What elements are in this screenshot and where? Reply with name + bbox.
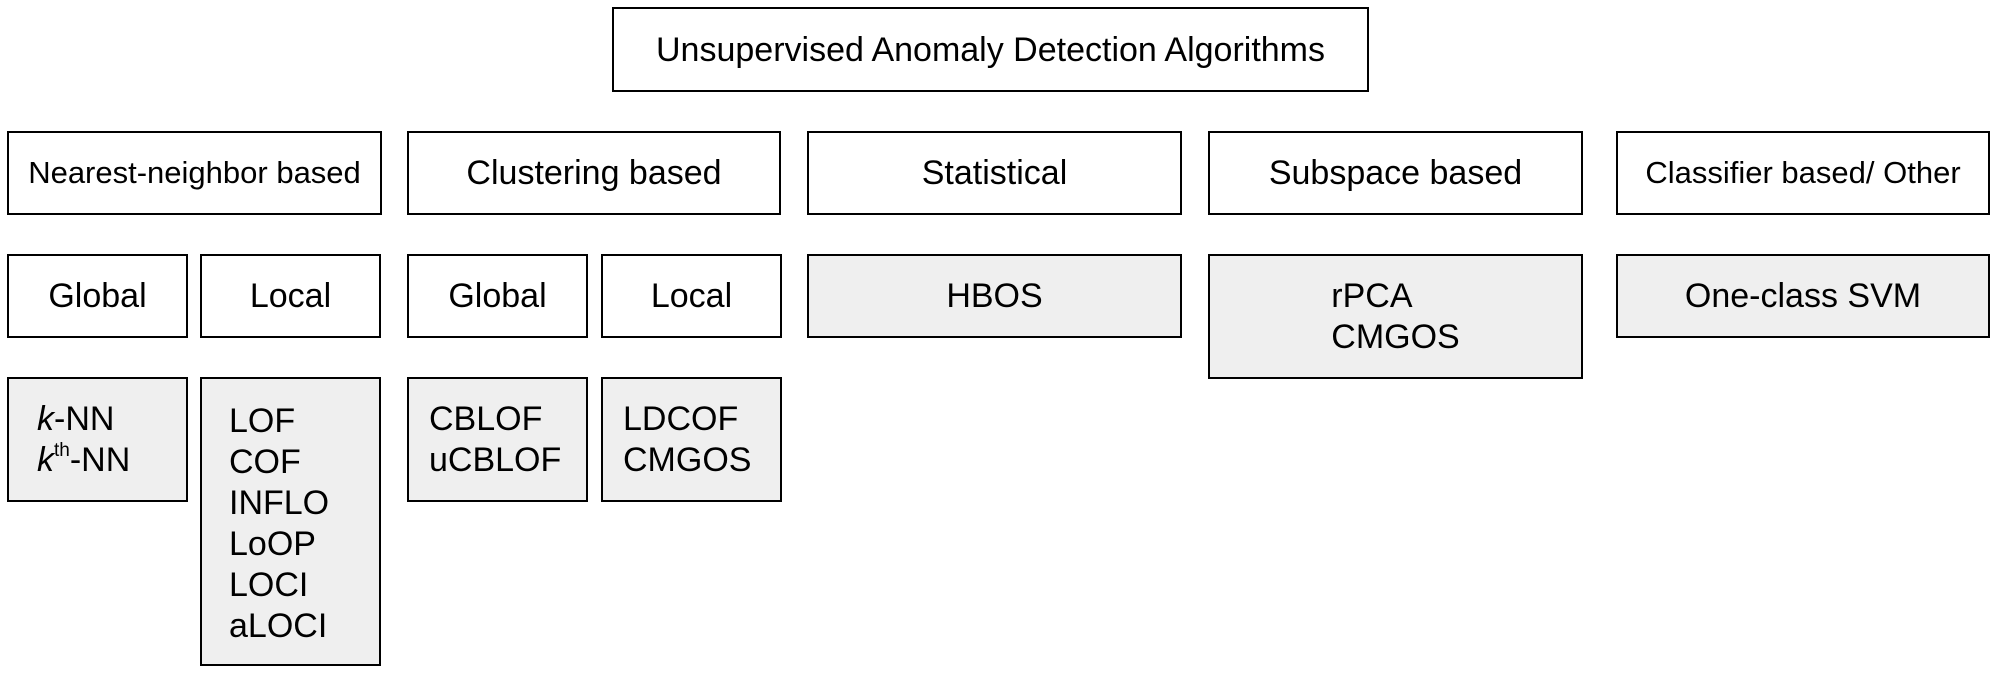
algorithm-item: One-class SVM [1684, 277, 1922, 315]
algorithm-list: k-NN kth-NN [37, 399, 130, 481]
k-variable: k [37, 440, 54, 479]
category-classifier: Classifier based/ Other [1616, 131, 1990, 215]
category-clustering: Clustering based [407, 131, 781, 215]
algorithm-suffix: -NN [69, 440, 131, 479]
category-label: Subspace based [1268, 154, 1523, 192]
category-label: Statistical [921, 154, 1068, 192]
subcategory-label: Local [650, 277, 733, 315]
nn-global-algorithms: k-NN kth-NN [7, 377, 188, 502]
algorithm-item: aLOCI [229, 607, 328, 645]
nn-global-node: Global [7, 254, 188, 338]
k-variable: k [37, 399, 54, 438]
clustering-local-node: Local [601, 254, 782, 338]
algorithm-list: LOF COF INFLO LoOP LOCI aLOCI [229, 379, 329, 647]
statistical-algorithms: HBOS [807, 254, 1182, 338]
category-subspace: Subspace based [1208, 131, 1583, 215]
algorithm-item: LOCI [229, 566, 309, 604]
algorithm-item: INFLO [229, 484, 330, 522]
classifier-algorithms: One-class SVM [1616, 254, 1990, 338]
algorithm-item: COF [229, 443, 301, 481]
algorithm-item: LOF [229, 402, 296, 440]
algorithm-suffix: -NN [54, 399, 115, 438]
algorithm-item: CMGOS [1331, 317, 1460, 356]
algorithm-item: HBOS [946, 277, 1043, 315]
algorithm-item: k-NN [37, 399, 114, 440]
algorithm-item: LDCOF [623, 399, 739, 438]
algorithm-item: uCBLOF [429, 440, 562, 479]
nn-local-node: Local [200, 254, 381, 338]
category-statistical: Statistical [807, 131, 1182, 215]
category-nearest-neighbor: Nearest-neighbor based [7, 131, 382, 215]
root-label: Unsupervised Anomaly Detection Algorithm… [656, 30, 1325, 69]
algorithm-list: LDCOF CMGOS [623, 399, 751, 481]
subcategory-label: Global [48, 277, 147, 315]
category-label: Nearest-neighbor based [28, 155, 361, 190]
algorithm-item: rPCA [1331, 276, 1413, 315]
algorithm-item: CMGOS [623, 440, 752, 479]
algorithm-list: CBLOF uCBLOF [429, 399, 561, 481]
algorithm-list: rPCA CMGOS [1331, 276, 1459, 358]
nn-local-algorithms: LOF COF INFLO LoOP LOCI aLOCI [200, 377, 381, 666]
algorithm-item: CBLOF [429, 399, 543, 438]
subcategory-label: Global [448, 277, 547, 315]
superscript-th: th [54, 440, 70, 462]
category-label: Clustering based [466, 154, 722, 192]
category-label: Classifier based/ Other [1645, 155, 1961, 190]
algorithm-item: LoOP [229, 525, 316, 563]
subspace-algorithms: rPCA CMGOS [1208, 254, 1583, 379]
clustering-global-algorithms: CBLOF uCBLOF [407, 377, 588, 502]
root-node: Unsupervised Anomaly Detection Algorithm… [612, 7, 1369, 92]
clustering-local-algorithms: LDCOF CMGOS [601, 377, 782, 502]
subcategory-label: Local [249, 277, 332, 315]
algorithm-item: kth-NN [37, 440, 130, 481]
clustering-global-node: Global [407, 254, 588, 338]
